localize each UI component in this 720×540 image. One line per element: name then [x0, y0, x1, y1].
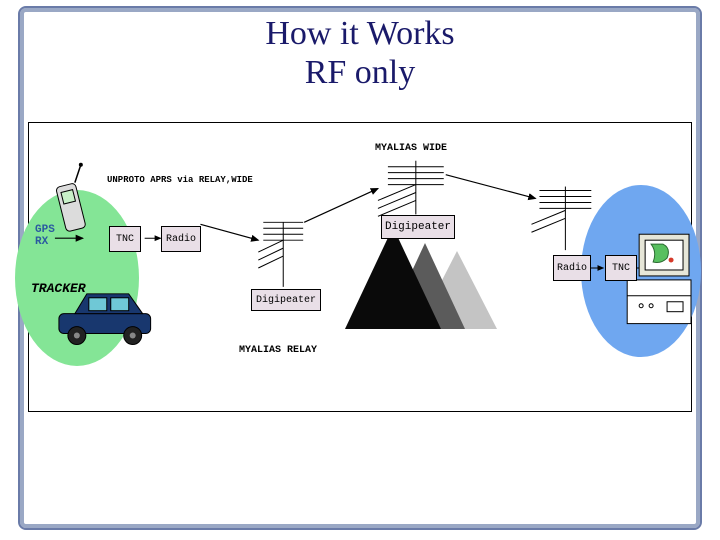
label-gps-line2: RX [35, 237, 55, 249]
antenna-receiver [531, 187, 591, 251]
box-radio-right: Radio [553, 255, 591, 281]
diagram-svg [29, 123, 691, 411]
label-gps: GPS RX [35, 225, 55, 248]
box-digipeater-wide: Digipeater [381, 215, 455, 239]
title-line-1: How it Works [220, 14, 500, 53]
box-radio-left: Radio [161, 226, 201, 252]
title-line-2: RF only [220, 53, 500, 92]
label-unproto: UNPROTO APRS via RELAY,WIDE [107, 175, 253, 185]
box-tnc-right: TNC [605, 255, 637, 281]
slide-title: How it Works RF only [220, 14, 500, 92]
diagram-container: UNPROTO APRS via RELAY,WIDE GPS RX TRACK… [28, 122, 692, 412]
car-icon [59, 294, 151, 345]
antenna-small-relay [258, 222, 303, 287]
box-digipeater-relay: Digipeater [251, 289, 321, 311]
label-tracker: TRACKER [31, 281, 86, 296]
box-tnc-left: TNC [109, 226, 141, 252]
label-myalias-relay: MYALIAS RELAY [239, 345, 317, 356]
label-myalias-wide: MYALIAS WIDE [375, 143, 447, 154]
diagram-stage: UNPROTO APRS via RELAY,WIDE GPS RX TRACK… [29, 123, 691, 411]
label-gps-line1: GPS [35, 225, 55, 237]
antenna-wide [378, 161, 444, 217]
handheld-icon [56, 163, 86, 232]
